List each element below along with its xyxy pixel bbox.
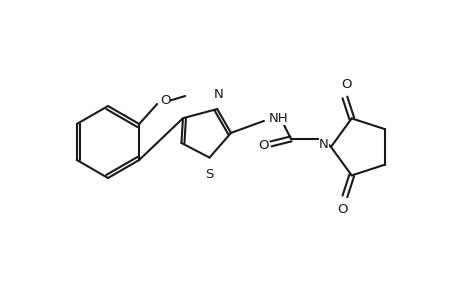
Text: O: O (341, 79, 352, 92)
Text: O: O (337, 203, 347, 216)
Text: S: S (205, 168, 213, 181)
Text: N: N (213, 88, 223, 101)
Text: N: N (319, 138, 328, 152)
Text: O: O (258, 140, 269, 152)
Text: O: O (160, 94, 170, 106)
Text: NH: NH (269, 112, 288, 125)
